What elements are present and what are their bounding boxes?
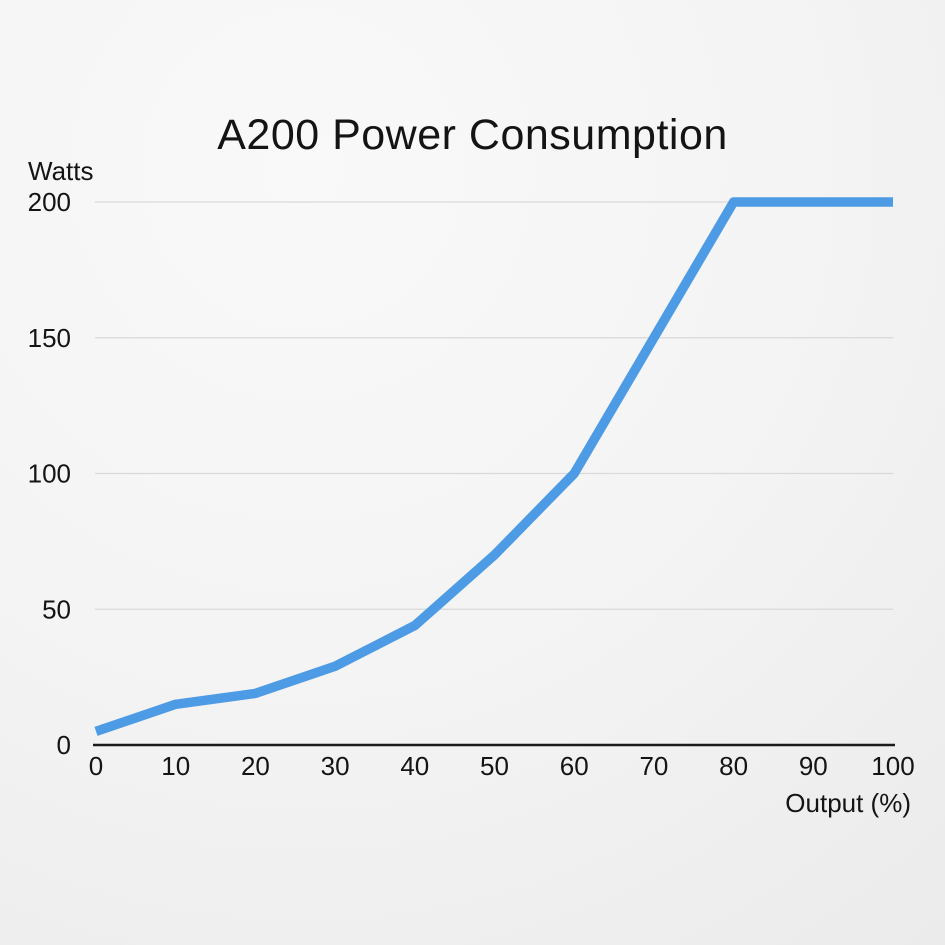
power-line (94, 197, 893, 736)
y-tick-label: 0 (57, 730, 71, 760)
x-tick-label: 90 (799, 751, 828, 781)
chart-title: A200 Power Consumption (217, 111, 728, 159)
x-tick-label: 20 (241, 751, 270, 781)
y-tick-label: 200 (28, 187, 71, 217)
x-tick-label: 0 (89, 751, 103, 781)
x-tick-label: 70 (639, 751, 668, 781)
x-tick-label: 10 (161, 751, 190, 781)
y-tick-label: 100 (28, 459, 71, 489)
x-tick-label: 50 (480, 751, 509, 781)
x-tick-label: 100 (871, 751, 914, 781)
y-axis-unit-label: Watts (28, 156, 94, 186)
y-tick-label: 50 (42, 594, 71, 624)
x-tick-label: 30 (321, 751, 350, 781)
y-tick-label: 150 (28, 323, 71, 353)
x-tick-label: 60 (560, 751, 589, 781)
x-tick-label: 40 (400, 751, 429, 781)
x-axis-label: Output (%) (785, 788, 911, 818)
x-tick-label: 80 (719, 751, 748, 781)
